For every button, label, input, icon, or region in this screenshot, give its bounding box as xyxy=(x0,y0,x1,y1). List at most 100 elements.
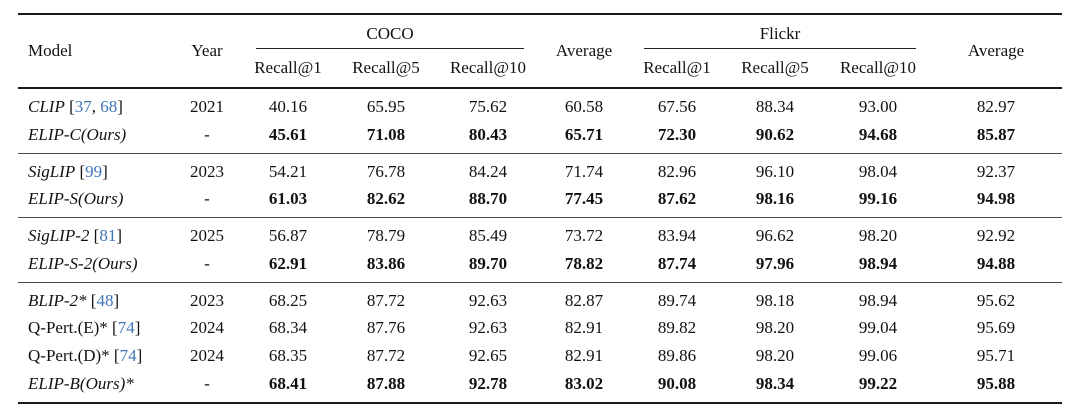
col-header-coco-recall5: Recall@5 xyxy=(352,58,420,77)
metric-value: 98.16 xyxy=(755,189,795,209)
metric-value: 93.00 xyxy=(858,97,898,116)
model-name: SigLIP xyxy=(28,161,76,181)
metric-value: 67.56 xyxy=(657,97,697,116)
col-header-flickr-recall10: Recall@10 xyxy=(839,58,917,77)
metric-value: 94.68 xyxy=(858,124,898,144)
col-group-flickr: Flickr xyxy=(630,14,930,49)
metric-value: 94.98 xyxy=(976,189,1016,209)
table-header: Model Year COCO Average Flickr Average R… xyxy=(18,14,1063,88)
metric-value: 92.37 xyxy=(976,161,1016,181)
metric-value: 85.49 xyxy=(468,226,508,245)
model-group: SigLIP-2 [81] 2025 56.87 78.79 85.49 73.72 83.… xyxy=(18,217,1063,283)
metric-value: 92.78 xyxy=(468,373,508,393)
model-name: ELIP-S-2(Ours) xyxy=(28,253,138,273)
metric-value: 98.34 xyxy=(755,373,795,393)
table-row: BLIP-2* [48] 2023 68.25 87.72 92.63 82.87 89.7… xyxy=(18,282,1062,314)
metric-value: 73.72 xyxy=(564,226,604,245)
citation-link[interactable]: 81 xyxy=(99,226,117,245)
metric-value: 82.91 xyxy=(564,318,604,338)
metric-value: 85.87 xyxy=(976,124,1016,144)
model-name: SigLIP-2 xyxy=(28,226,90,245)
metric-value: 78.82 xyxy=(564,253,604,273)
metric-value: 99.16 xyxy=(858,189,898,209)
metric-value: 90.08 xyxy=(657,373,697,393)
citation-link[interactable]: 68 xyxy=(100,97,118,116)
year-cell: 2024 xyxy=(190,318,224,338)
model-name: ELIP-S(Ours) xyxy=(28,189,124,209)
table-row: Q-Pert.(E)* [74] 2024 68.34 87.76 92.63 82.91… xyxy=(18,314,1062,342)
metric-value: 94.88 xyxy=(976,253,1016,273)
metric-value: 89.82 xyxy=(657,318,697,338)
metric-value: 83.02 xyxy=(564,373,604,393)
metric-value: 71.74 xyxy=(564,161,604,181)
citation-link[interactable]: 74 xyxy=(117,318,135,338)
citation-link[interactable]: 37 xyxy=(74,97,92,116)
results-table: Model Year COCO Average Flickr Average R… xyxy=(18,13,1063,404)
model-name-cell: ELIP-S-2(Ours) xyxy=(18,250,172,282)
year-cell: - xyxy=(204,373,210,393)
metric-value: 83.94 xyxy=(657,226,697,245)
metric-value: 87.76 xyxy=(366,318,406,338)
table-row: Q-Pert.(D)* [74] 2024 68.35 87.72 92.65 82.91… xyxy=(18,342,1062,370)
table-row: CLIP [37, 68] 2021 40.16 65.95 75.62 60.58 67.… xyxy=(18,88,1062,121)
metric-value: 68.34 xyxy=(268,318,308,338)
metric-value: 87.74 xyxy=(657,253,697,273)
year-cell: - xyxy=(204,253,210,273)
col-group-coco: COCO xyxy=(242,14,538,49)
model-name: Q-Pert.(D)* xyxy=(28,346,110,365)
metric-value: 96.10 xyxy=(755,161,795,181)
citation-link[interactable]: 99 xyxy=(85,161,103,181)
metric-value: 87.88 xyxy=(366,373,406,393)
citation: [74] xyxy=(109,346,143,365)
model-group: CLIP [37, 68] 2021 40.16 65.95 75.62 60.58 67.… xyxy=(18,88,1063,153)
year-cell: - xyxy=(204,124,210,144)
model-name-cell: BLIP-2* [48] xyxy=(18,282,172,314)
metric-value: 98.18 xyxy=(755,290,795,310)
model-name: ELIP-B(Ours)* xyxy=(28,373,134,393)
year-cell: 2023 xyxy=(190,161,224,181)
metric-value: 92.63 xyxy=(468,290,508,310)
model-name: CLIP xyxy=(28,97,65,116)
model-group: BLIP-2* [48] 2023 68.25 87.72 92.63 82.87 89.7… xyxy=(18,282,1063,403)
table-row: ELIP-S(Ours) - 61.03 82.62 88.70 77.45 87.62 98… xyxy=(18,185,1062,217)
model-name-cell: SigLIP [99] xyxy=(18,153,172,185)
metric-value: 72.30 xyxy=(657,124,697,144)
model-name-cell: ELIP-B(Ours)* xyxy=(18,370,172,403)
model-name: BLIP-2* xyxy=(28,290,87,310)
table-row: ELIP-C(Ours) - 45.61 71.08 80.43 65.71 72.30 90… xyxy=(18,121,1062,153)
col-header-average-coco: Average xyxy=(555,41,613,60)
metric-value: 92.65 xyxy=(468,346,508,365)
col-header-coco-recall1: Recall@1 xyxy=(254,58,322,77)
metric-value: 97.96 xyxy=(755,253,795,273)
metric-value: 54.21 xyxy=(268,161,308,181)
metric-value: 75.62 xyxy=(468,97,508,116)
metric-value: 87.72 xyxy=(366,346,406,365)
model-name-cell: ELIP-S(Ours) xyxy=(18,185,172,217)
metric-value: 99.22 xyxy=(858,373,898,393)
citation: [48] xyxy=(86,290,120,310)
col-header-flickr-recall5: Recall@5 xyxy=(741,58,809,77)
metric-value: 96.62 xyxy=(755,226,795,245)
citation-link[interactable]: 74 xyxy=(119,346,137,365)
metric-value: 78.79 xyxy=(366,226,406,245)
metric-value: 87.72 xyxy=(366,290,406,310)
metric-value: 88.70 xyxy=(468,189,508,209)
metric-value: 76.78 xyxy=(366,161,406,181)
col-header-model: Model xyxy=(28,41,73,60)
metric-value: 84.24 xyxy=(468,161,508,181)
citation-link[interactable]: 48 xyxy=(96,290,114,310)
table-row: ELIP-S-2(Ours) - 62.91 83.86 89.70 78.82 87.74… xyxy=(18,250,1062,282)
metric-value: 98.94 xyxy=(858,253,898,273)
metric-value: 99.04 xyxy=(858,318,898,338)
col-header-average-flickr: Average xyxy=(967,41,1025,60)
model-name-cell: ELIP-C(Ours) xyxy=(18,121,172,153)
citation: [37, 68] xyxy=(64,97,123,116)
year-cell: 2021 xyxy=(190,97,224,116)
metric-value: 98.20 xyxy=(755,318,795,338)
flickr-group-label: Flickr xyxy=(644,24,917,49)
col-header-coco-recall10: Recall@10 xyxy=(449,58,527,77)
col-header-year: Year xyxy=(191,41,223,60)
metric-value: 61.03 xyxy=(268,189,308,209)
metric-value: 98.20 xyxy=(755,346,795,365)
